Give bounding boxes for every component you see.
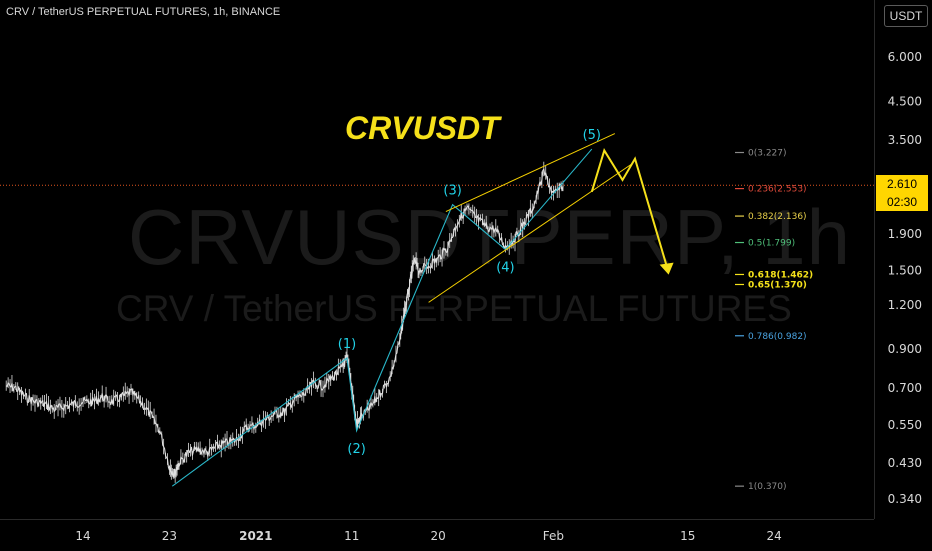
fib-level-label: 0.5(1.799) — [748, 239, 795, 249]
fib-level-label: 1(0.370) — [748, 482, 787, 492]
wedge-upper-line — [445, 133, 616, 212]
fib-level-label: 0.382(2.136) — [748, 212, 807, 222]
wave-label: (5) — [583, 128, 601, 143]
wave-label: (4) — [496, 260, 514, 275]
y-tick-label: 3.500 — [888, 133, 922, 147]
y-tick-label: 1.500 — [888, 264, 922, 278]
currency-unit-button[interactable]: USDT — [884, 5, 928, 27]
x-tick-label: 15 — [680, 529, 695, 543]
watermark-symbol: CRVUSDTPERP, 1h — [128, 193, 852, 281]
fib-level-label: 0.65(1.370) — [748, 280, 807, 290]
x-tick-label: 20 — [431, 529, 446, 543]
bar-countdown-tag: 02:30 — [876, 193, 928, 211]
x-tick-label: 14 — [75, 529, 90, 543]
projection-path — [590, 148, 670, 273]
price-series-line — [5, 168, 564, 477]
wedge-lower-line — [428, 163, 633, 303]
y-tick-label: 6.000 — [888, 50, 922, 64]
y-tick-label: 4.500 — [888, 94, 922, 108]
y-tick-label: 0.340 — [888, 492, 922, 506]
x-tick-label: 11 — [344, 529, 359, 543]
x-tick-label: 2021 — [239, 529, 272, 543]
last-price-tag: 2.610 — [876, 175, 928, 193]
fib-level-label: 0(3.227) — [748, 149, 787, 159]
wave-label: (1) — [338, 337, 356, 352]
fib-level-label: 0.236(2.553) — [748, 185, 807, 195]
y-tick-label: 0.900 — [888, 342, 922, 356]
y-tick-label: 0.550 — [888, 418, 922, 432]
x-tick-label: 24 — [767, 529, 782, 543]
price-axis[interactable] — [874, 0, 932, 519]
chart-headline: CRVUSDT — [345, 110, 500, 146]
fib-level-label: 0.786(0.982) — [748, 332, 807, 342]
wave-trend-line — [171, 148, 593, 487]
wave-label: (2) — [347, 442, 365, 457]
y-tick-label: 1.900 — [888, 227, 922, 241]
x-tick-label: 23 — [162, 529, 177, 543]
wave-label: (3) — [443, 184, 461, 199]
x-tick-label: Feb — [543, 529, 564, 543]
watermark-name: CRV / TetherUS PERPETUAL FUTURES — [116, 288, 792, 329]
y-tick-label: 0.430 — [888, 456, 922, 470]
projection-arrowhead — [659, 262, 674, 275]
time-axis[interactable] — [0, 519, 874, 551]
fib-level-label: 0.618(1.462) — [748, 270, 813, 280]
y-tick-label: 0.700 — [888, 381, 922, 395]
y-tick-label: 1.200 — [888, 298, 922, 312]
chart-title: CRV / TetherUS PERPETUAL FUTURES, 1h, BI… — [6, 6, 281, 18]
